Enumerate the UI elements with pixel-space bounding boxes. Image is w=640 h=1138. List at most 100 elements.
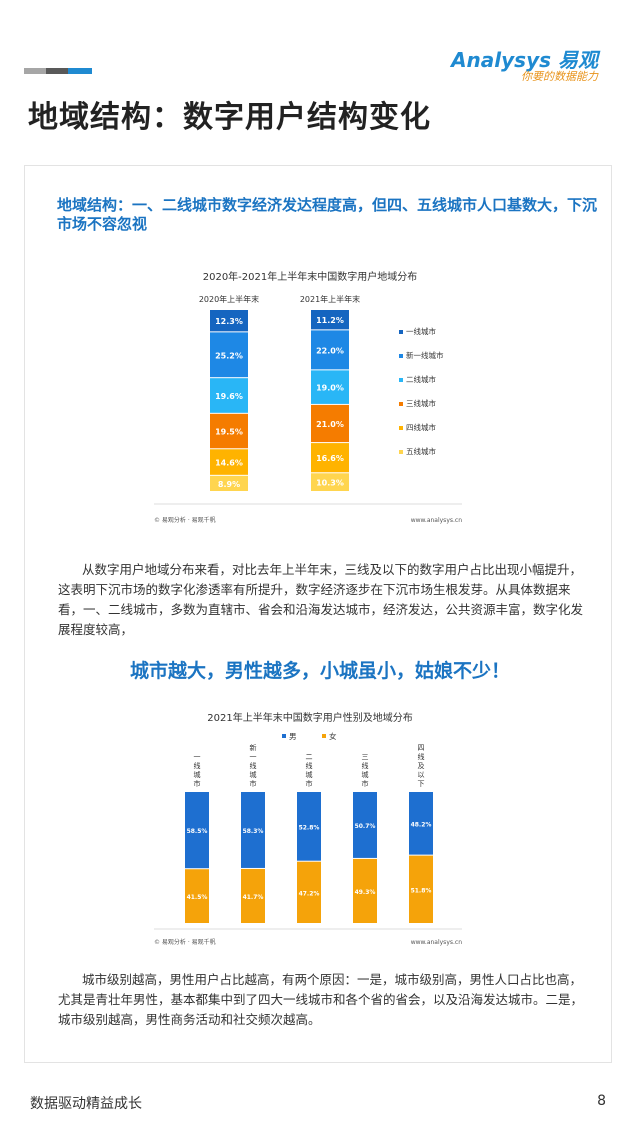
chart2-title: 2021年上半年末中国数字用户性别及地域分布 — [207, 713, 413, 724]
gender-region-chart: 男女一线城市58.5%41.5%新一线城市58.3%41.7%二线城市52.8%… — [154, 731, 462, 946]
chart2-category-char: 市 — [194, 779, 201, 788]
chart2-bar-segment — [241, 792, 265, 868]
chart2-legend-swatch — [322, 734, 326, 738]
chart1-legend-swatch — [399, 330, 403, 334]
chart1-data-label: 10.3% — [316, 479, 344, 488]
chart1-data-label: 14.6% — [215, 459, 243, 468]
chart1-data-label: 16.6% — [316, 454, 344, 463]
chart2-bar-segment — [409, 792, 433, 855]
chart1-bar-segment — [311, 443, 349, 473]
chart2-category-char: 城 — [250, 771, 257, 779]
chart2-category-char: 线 — [362, 761, 369, 770]
chart1-website: www.analysys.cn — [411, 517, 462, 524]
brand-tagline: 你要的数据能力 — [521, 70, 598, 83]
chart2-data-label: 48.2% — [411, 821, 432, 828]
footer-slogan: 数据驱动精益成长 — [30, 1096, 142, 1112]
chart2-legend-label: 男 — [289, 732, 297, 741]
chart1-data-label: 11.2% — [316, 316, 344, 325]
chart2-bar-segment — [353, 858, 377, 923]
chart1-data-label: 8.9% — [218, 480, 240, 489]
chart2-category-char: 市 — [250, 779, 257, 788]
chart1-legend-swatch — [399, 450, 403, 454]
chart1-bar-segment — [311, 404, 349, 443]
chart1-legend-label: 新一线城市 — [406, 350, 444, 360]
chart2-category-char: 三 — [362, 753, 369, 761]
chart1-legend-swatch — [399, 426, 403, 430]
chart2-category-char: 城 — [362, 771, 369, 779]
chart2-data-label: 58.3% — [243, 828, 264, 835]
chart2-bar-segment — [353, 792, 377, 858]
analysis-paragraph-1: 从数字用户地域分布来看，对比去年上半年末，三线及以下的数字用户占比出现小幅提升，… — [58, 562, 584, 637]
chart1-data-label: 22.0% — [316, 346, 344, 355]
chart1-data-label: 25.2% — [215, 351, 243, 360]
chart2-data-label: 50.7% — [355, 823, 376, 830]
chart2-bar-segment — [297, 861, 321, 923]
chart1-bar-segment — [311, 370, 349, 404]
chart2-category-char: 市 — [362, 779, 369, 788]
chart2-data-label: 52.8% — [299, 824, 320, 831]
chart2-data-label: 49.3% — [355, 889, 376, 896]
chart1-data-label: 19.6% — [215, 392, 243, 401]
chart1-data-label: 21.0% — [316, 420, 344, 429]
chart2-category-char: 线 — [250, 761, 257, 770]
page-number: 8 — [597, 1093, 606, 1109]
chart1-bar-segment — [311, 330, 349, 370]
chart2-category-char: 下 — [418, 780, 425, 788]
chart2-category-char: 一 — [194, 753, 201, 761]
chart1-data-label: 19.5% — [215, 428, 243, 437]
chart2-category-char: 线 — [306, 761, 313, 770]
chart2-bar-segment — [241, 868, 265, 923]
chart2-legend-swatch — [282, 734, 286, 738]
chart2-category-char: 市 — [306, 779, 313, 788]
chart2-bar-segment — [409, 855, 433, 923]
chart1-source: © 易观分析 · 易观千帆 — [154, 516, 216, 524]
chart2-category-char: 城 — [306, 771, 313, 779]
chart2-bar-segment — [297, 792, 321, 861]
chart2-bar-segment — [185, 792, 209, 869]
chart1-bar-segment — [210, 449, 248, 475]
chart1-legend-label: 五线城市 — [406, 446, 436, 456]
chart2-category-char: 四 — [418, 744, 425, 752]
chart2-source: © 易观分析 · 易观千帆 — [154, 938, 216, 946]
section-headline: 地域结构：一、二线城市数字经济发达程度高，但四、五线城市人口基数大，下沉市场不容… — [57, 196, 598, 233]
chart2-category-char: 城 — [194, 771, 201, 779]
chart1-legend-label: 四线城市 — [406, 422, 436, 432]
chart1-legend-swatch — [399, 402, 403, 406]
chart1-bar-segment — [311, 310, 349, 330]
chart1-legend-label: 二线城市 — [406, 374, 436, 384]
accent-segment-blue — [68, 68, 92, 74]
analysis-paragraph-2: 城市级别越高，男性用户占比越高，有两个原因：一是，城市级别高，男性人口占比也高，… — [58, 972, 584, 1027]
chart1-category-label: 2021年上半年末 — [300, 294, 360, 304]
region-distribution-chart: 2020年上半年末 12.3% 25.2% 19.6% 19.5% 14.6% 8.9% 20… — [154, 294, 462, 524]
slogan-heading: 城市越大，男性越多，小城虽小，姑娘不少！ — [129, 660, 510, 682]
page-title: 地域结构：数字用户结构变化 — [28, 100, 431, 135]
chart2-data-label: 41.5% — [187, 894, 208, 901]
chart1-bar-segment — [210, 378, 248, 413]
chart1-title: 2020年-2021年上半年末中国数字用户地域分布 — [202, 272, 418, 283]
chart1-bar-segment — [311, 473, 349, 491]
chart2-category-char: 线 — [418, 752, 425, 761]
chart2-data-label: 47.2% — [299, 890, 320, 897]
chart1-category-label: 2020年上半年末 — [199, 294, 259, 304]
brand-logo: Analysys 易观 — [451, 48, 598, 72]
accent-segment-gray — [24, 68, 46, 74]
chart2-category-char: 线 — [194, 761, 201, 770]
chart1-data-label: 19.0% — [316, 384, 344, 393]
chart2-website: www.analysys.cn — [411, 939, 462, 946]
content-card — [24, 165, 612, 1063]
chart1-legend-label: 一线城市 — [406, 326, 436, 336]
chart1-bar-segment — [210, 475, 248, 491]
chart1-legend-swatch — [399, 378, 403, 382]
chart2-category-char: 新 — [250, 743, 257, 752]
chart1-legend-label: 三线城市 — [406, 398, 436, 408]
chart2-legend-label: 女 — [329, 731, 337, 741]
chart1-bar-segment — [210, 332, 248, 378]
chart2-data-label: 51.8% — [411, 887, 432, 894]
chart1-legend-swatch — [399, 354, 403, 358]
chart2-category-char: 以 — [418, 771, 425, 779]
chart1-bar-segment — [210, 413, 248, 449]
chart2-data-label: 58.5% — [187, 828, 208, 835]
chart2-data-label: 41.7% — [243, 894, 264, 901]
chart2-category-char: 二 — [306, 753, 313, 761]
accent-segment-dark — [46, 68, 68, 74]
